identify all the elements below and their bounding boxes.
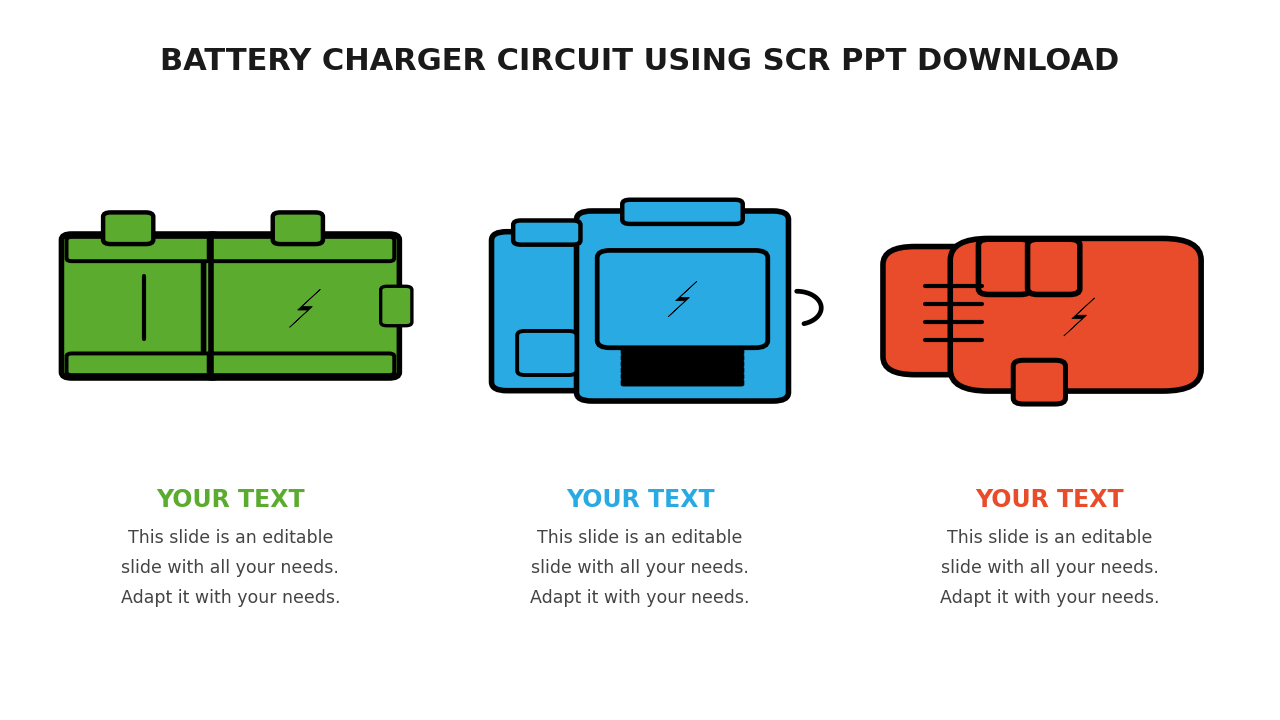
- Text: YOUR TEXT: YOUR TEXT: [975, 488, 1124, 513]
- FancyBboxPatch shape: [621, 348, 744, 355]
- Polygon shape: [289, 289, 320, 328]
- FancyBboxPatch shape: [517, 331, 576, 375]
- FancyBboxPatch shape: [61, 234, 221, 378]
- FancyBboxPatch shape: [67, 354, 216, 375]
- FancyBboxPatch shape: [622, 199, 742, 224]
- Text: YOUR TEXT: YOUR TEXT: [156, 488, 305, 513]
- FancyBboxPatch shape: [621, 373, 744, 380]
- FancyBboxPatch shape: [950, 238, 1201, 391]
- FancyBboxPatch shape: [978, 239, 1030, 294]
- FancyBboxPatch shape: [513, 220, 580, 245]
- FancyBboxPatch shape: [576, 211, 788, 401]
- FancyBboxPatch shape: [621, 361, 744, 367]
- FancyBboxPatch shape: [380, 287, 412, 325]
- Text: This slide is an editable
slide with all your needs.
Adapt it with your needs.: This slide is an editable slide with all…: [120, 529, 340, 607]
- FancyBboxPatch shape: [273, 212, 323, 244]
- FancyBboxPatch shape: [209, 237, 394, 261]
- FancyBboxPatch shape: [598, 251, 768, 348]
- FancyBboxPatch shape: [67, 237, 216, 261]
- FancyBboxPatch shape: [104, 212, 154, 244]
- Polygon shape: [1064, 298, 1094, 336]
- FancyBboxPatch shape: [492, 232, 602, 391]
- Text: BATTERY CHARGER CIRCUIT USING SCR PPT DOWNLOAD: BATTERY CHARGER CIRCUIT USING SCR PPT DO…: [160, 47, 1120, 76]
- FancyBboxPatch shape: [1028, 239, 1080, 294]
- FancyBboxPatch shape: [883, 246, 1033, 374]
- Text: This slide is an editable
slide with all your needs.
Adapt it with your needs.: This slide is an editable slide with all…: [940, 529, 1160, 607]
- FancyBboxPatch shape: [621, 354, 744, 361]
- FancyBboxPatch shape: [1014, 360, 1065, 404]
- FancyBboxPatch shape: [621, 379, 744, 386]
- Text: This slide is an editable
slide with all your needs.
Adapt it with your needs.: This slide is an editable slide with all…: [530, 529, 750, 607]
- FancyBboxPatch shape: [621, 367, 744, 374]
- FancyBboxPatch shape: [209, 354, 394, 375]
- FancyBboxPatch shape: [204, 234, 399, 378]
- Text: YOUR TEXT: YOUR TEXT: [566, 488, 714, 513]
- Polygon shape: [668, 282, 696, 317]
